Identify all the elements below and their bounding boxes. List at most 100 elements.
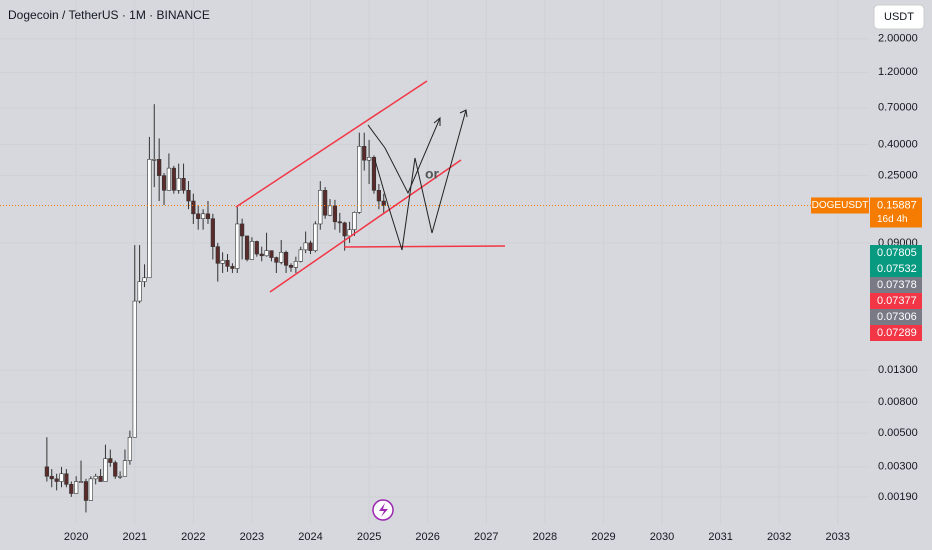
candle-body (215, 246, 220, 264)
candle-body (376, 190, 381, 202)
candle-body (147, 159, 152, 279)
candle-body (293, 261, 298, 268)
candle-body (205, 213, 211, 219)
arrow-a (433, 116, 441, 126)
path-a (367, 117, 441, 195)
y-tick-label: 0.00300 (878, 461, 918, 473)
candle-body (303, 242, 308, 251)
price-badge (870, 277, 922, 293)
candle-body (240, 223, 245, 237)
candle-body (244, 235, 250, 260)
candle-body (381, 200, 386, 206)
candle-body (308, 242, 313, 251)
candle-body (132, 300, 137, 438)
price-badge (870, 245, 922, 261)
channel-upper (235, 80, 428, 208)
candle-body (323, 190, 328, 216)
candle-body (337, 221, 342, 224)
y-tick-label: 0.70000 (878, 102, 918, 114)
candle-body (176, 178, 181, 191)
path-b (374, 109, 467, 251)
countdown-label: 16d 4h (877, 214, 908, 225)
price-badge-label: 0.07805 (877, 247, 917, 259)
candle-body (269, 250, 274, 258)
price-badge (870, 325, 922, 341)
candle-body (142, 277, 147, 282)
arrow-b (459, 109, 468, 118)
candle-body (122, 460, 128, 477)
candle-body (191, 200, 196, 215)
candle-body (327, 205, 333, 216)
price-badge-label: 0.07289 (877, 327, 917, 339)
price-badge (870, 261, 922, 277)
channel-lower (269, 159, 462, 293)
x-tick-label: 2022 (181, 531, 205, 543)
y-tick-label: 0.00500 (878, 427, 918, 439)
price-label: 0.15887 (877, 199, 917, 211)
y-tick-label: 0.40000 (878, 139, 918, 151)
candle-body (362, 146, 367, 161)
x-tick-label: 2026 (415, 531, 439, 543)
price-badge-label: 0.07378 (877, 279, 917, 291)
price-badge-label: 0.07532 (877, 263, 917, 275)
candle-body (113, 462, 118, 477)
candle-body (152, 159, 157, 161)
candle-body (157, 159, 162, 176)
price-tag (870, 197, 922, 228)
candle-body (64, 473, 69, 485)
price-badge (870, 309, 922, 325)
candle-body (318, 190, 323, 225)
candle-body (279, 252, 284, 263)
candle-body (283, 252, 289, 266)
y-tick-label: 1.20000 (878, 66, 918, 78)
candle-body (210, 218, 215, 247)
chart-title: Dogecoin / TetherUS · 1M · BINANCE (8, 8, 210, 22)
x-tick-label: 2027 (474, 531, 498, 543)
candle-body (171, 167, 176, 191)
candle-body (371, 157, 377, 191)
candle-body (78, 481, 84, 483)
annotation: or (425, 166, 440, 182)
x-tick-label: 2023 (240, 531, 264, 543)
x-tick-label: 2025 (357, 531, 381, 543)
symbol-label: DOGEUSDT (812, 200, 869, 211)
candle-body (59, 473, 64, 482)
x-tick-label: 2021 (123, 531, 147, 543)
price-badge (870, 293, 922, 309)
x-tick-label: 2024 (298, 531, 322, 543)
y-tick-label: 0.25000 (878, 170, 918, 182)
currency-label: USDT (884, 11, 914, 23)
candle-body (88, 478, 93, 501)
y-tick-label: 0.00800 (878, 396, 918, 408)
candle-body (230, 266, 235, 269)
y-tick-label: 0.00190 (878, 491, 918, 503)
candle-body (186, 190, 191, 202)
x-tick-label: 2028 (533, 531, 557, 543)
price-badge-label: 0.07377 (877, 295, 917, 307)
candle-body (357, 146, 362, 213)
candle-body (254, 241, 259, 255)
candle-body (54, 478, 59, 482)
candle-body (366, 157, 372, 161)
candle-body (201, 213, 206, 219)
candle-body (249, 241, 255, 260)
candle-body (74, 481, 79, 494)
currency-button[interactable] (873, 4, 925, 30)
price-badge-label: 0.07306 (877, 311, 917, 323)
candle-body (196, 213, 201, 219)
x-tick-label: 2020 (64, 531, 88, 543)
candle-body (332, 205, 338, 223)
y-tick-label: 2.00000 (878, 33, 918, 45)
y-tick-label: 0.01300 (878, 364, 918, 376)
event-bolt (379, 503, 388, 517)
candle-body (103, 458, 108, 482)
candle-body (225, 260, 230, 267)
x-tick-label: 2033 (826, 531, 850, 543)
candle-body (352, 212, 357, 230)
candle-body (313, 223, 318, 251)
candle-body (49, 475, 54, 480)
candle-body (298, 249, 303, 262)
symbol-tag (811, 197, 869, 214)
